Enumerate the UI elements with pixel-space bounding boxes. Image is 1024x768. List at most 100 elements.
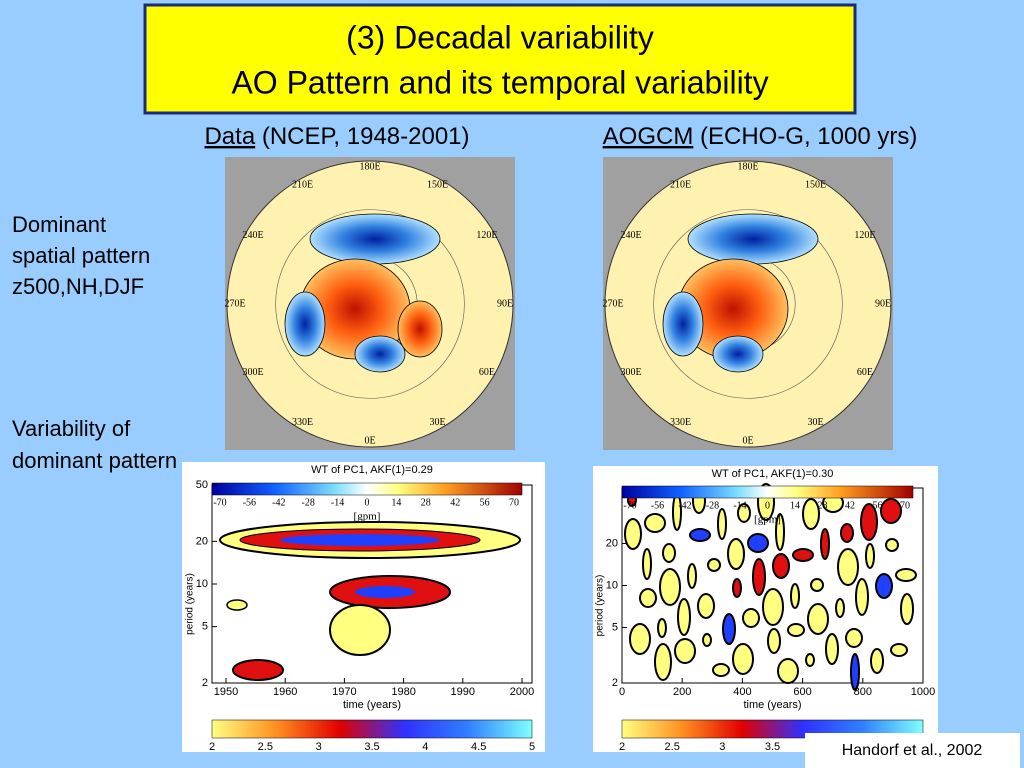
y-tick-label: 5 bbox=[202, 621, 208, 633]
longitude-label: 300E bbox=[243, 367, 264, 378]
longitude-label: 330E bbox=[292, 417, 313, 428]
polar-map: 180E 150E 120E 90E 60E 30E 0E 330E 300E 270E 240E 2… bbox=[602, 157, 893, 450]
x-tick-label: 400 bbox=[733, 686, 751, 698]
power-region bbox=[790, 583, 800, 609]
longitude-label: 300E bbox=[621, 367, 642, 378]
longitude-label: 240E bbox=[243, 230, 264, 241]
column-header: Data (NCEP, 1948-2001) bbox=[204, 123, 469, 150]
power-region bbox=[737, 503, 751, 523]
colorbar-unit: [gpm] bbox=[754, 514, 781, 526]
colorbar-tick-label: -42 bbox=[678, 500, 691, 511]
power-region bbox=[674, 638, 696, 664]
x-tick-label: 2000 bbox=[510, 686, 534, 698]
colorbar-tick-label: 2 bbox=[209, 741, 215, 753]
longitude-label: 150E bbox=[427, 180, 448, 191]
power-region bbox=[792, 548, 814, 562]
wavelets: WT of PC1, AKF(1)=0.29 -70 -56 -42 -28 -14 0 14… bbox=[182, 462, 938, 753]
negative-anomaly bbox=[284, 291, 326, 357]
colorbar-tick-label: 42 bbox=[450, 497, 460, 508]
x-tick-label: 1970 bbox=[332, 686, 356, 698]
wavelet-panel: WT of PC1, AKF(1)=0.29 -70 -56 -42 -28 -14 0 14… bbox=[182, 462, 545, 753]
y-tick-label: 2 bbox=[202, 677, 208, 689]
y-tick-label: 5 bbox=[612, 621, 618, 633]
power-region bbox=[747, 533, 769, 553]
side-label: spatial pattern bbox=[12, 243, 150, 268]
power-region bbox=[677, 598, 691, 636]
power-region bbox=[772, 553, 790, 579]
colorbar-tick-label: 2 bbox=[619, 741, 625, 753]
power-region bbox=[807, 603, 829, 635]
power-region bbox=[762, 588, 784, 626]
power-region bbox=[722, 613, 736, 645]
longitude-label: 60E bbox=[479, 367, 495, 378]
colorbar-unit: [gpm] bbox=[354, 511, 381, 523]
power-region bbox=[727, 538, 745, 570]
power-region bbox=[280, 534, 440, 546]
column-header: AOGCM (ECHO-G, 1000 yrs) bbox=[603, 123, 918, 150]
x-axis-label: time (years) bbox=[743, 699, 801, 711]
power-region bbox=[329, 604, 391, 656]
column-link[interactable]: AOGCM bbox=[603, 123, 694, 150]
longitude-label: 120E bbox=[854, 230, 875, 241]
latitude-ring bbox=[653, 209, 843, 399]
y-tick-label: 20 bbox=[196, 535, 208, 547]
y-tick-label: 50 bbox=[196, 479, 208, 491]
colorbar-tick-label: 2.5 bbox=[258, 741, 273, 753]
power-region bbox=[355, 586, 415, 598]
colorbar-tick-label: -70 bbox=[213, 497, 226, 508]
plot-title: WT of PC1, AKF(1)=0.29 bbox=[311, 464, 433, 476]
longitude-label: 210E bbox=[292, 180, 313, 191]
power-region bbox=[624, 518, 642, 550]
colorbar-tick-label: -70 bbox=[623, 500, 636, 511]
x-tick-label: 600 bbox=[793, 686, 811, 698]
colorbar-top bbox=[211, 482, 523, 496]
title-box bbox=[143, 3, 857, 115]
x-tick-label: 1990 bbox=[451, 686, 475, 698]
negative-anomaly bbox=[662, 291, 704, 357]
x-tick-label: 1000 bbox=[911, 686, 935, 698]
x-tick-label: 1980 bbox=[391, 686, 415, 698]
longitude-label: 0E bbox=[742, 435, 753, 446]
colorbar-tick-label: -42 bbox=[272, 497, 285, 508]
colorbar-tick-label: -14 bbox=[331, 497, 344, 508]
x-tick-label: 1950 bbox=[214, 686, 238, 698]
maps: 180E 150E 120E 90E 60E 30E 0E 330E 300E 270E 240E 2… bbox=[224, 157, 893, 450]
power-region bbox=[654, 643, 672, 681]
power-region bbox=[697, 593, 715, 619]
power-region bbox=[870, 648, 884, 674]
side-label: Dominant bbox=[12, 212, 106, 237]
colorbar-tick-label: -28 bbox=[706, 500, 719, 511]
power-region bbox=[805, 653, 815, 667]
x-tick-label: 0 bbox=[619, 686, 625, 698]
power-region bbox=[644, 513, 666, 533]
power-region bbox=[642, 548, 652, 580]
power-region bbox=[890, 643, 908, 657]
y-tick-label: 20 bbox=[606, 537, 618, 549]
colorbar-tick-label: 28 bbox=[818, 500, 828, 511]
colorbar-tick-label: 28 bbox=[421, 497, 431, 508]
power-region bbox=[767, 628, 781, 654]
side-label: z500,NH,DJF bbox=[12, 274, 144, 299]
longitude-label: 180E bbox=[737, 161, 758, 172]
power-region bbox=[880, 498, 902, 524]
power-region bbox=[860, 503, 878, 541]
y-axis-label: period (years) bbox=[185, 573, 196, 635]
power-region bbox=[840, 523, 854, 543]
power-region bbox=[742, 608, 760, 628]
colorbar-top bbox=[621, 485, 914, 499]
power-region bbox=[226, 599, 248, 611]
column-link[interactable]: Data bbox=[204, 123, 255, 150]
longitude-label: 30E bbox=[429, 417, 445, 428]
longitude-label: 240E bbox=[621, 230, 642, 241]
negative-anomaly bbox=[354, 335, 406, 373]
colorbar-bottom bbox=[211, 719, 533, 739]
power-region bbox=[777, 658, 799, 684]
colorbar-tick-label: 0 bbox=[365, 497, 370, 508]
side-label: dominant pattern bbox=[12, 448, 177, 473]
colorbar-tick-label: 4 bbox=[422, 741, 428, 753]
power-region bbox=[232, 659, 284, 681]
colorbar-tick-label: -56 bbox=[651, 500, 664, 511]
longitude-label: 90E bbox=[875, 298, 891, 309]
